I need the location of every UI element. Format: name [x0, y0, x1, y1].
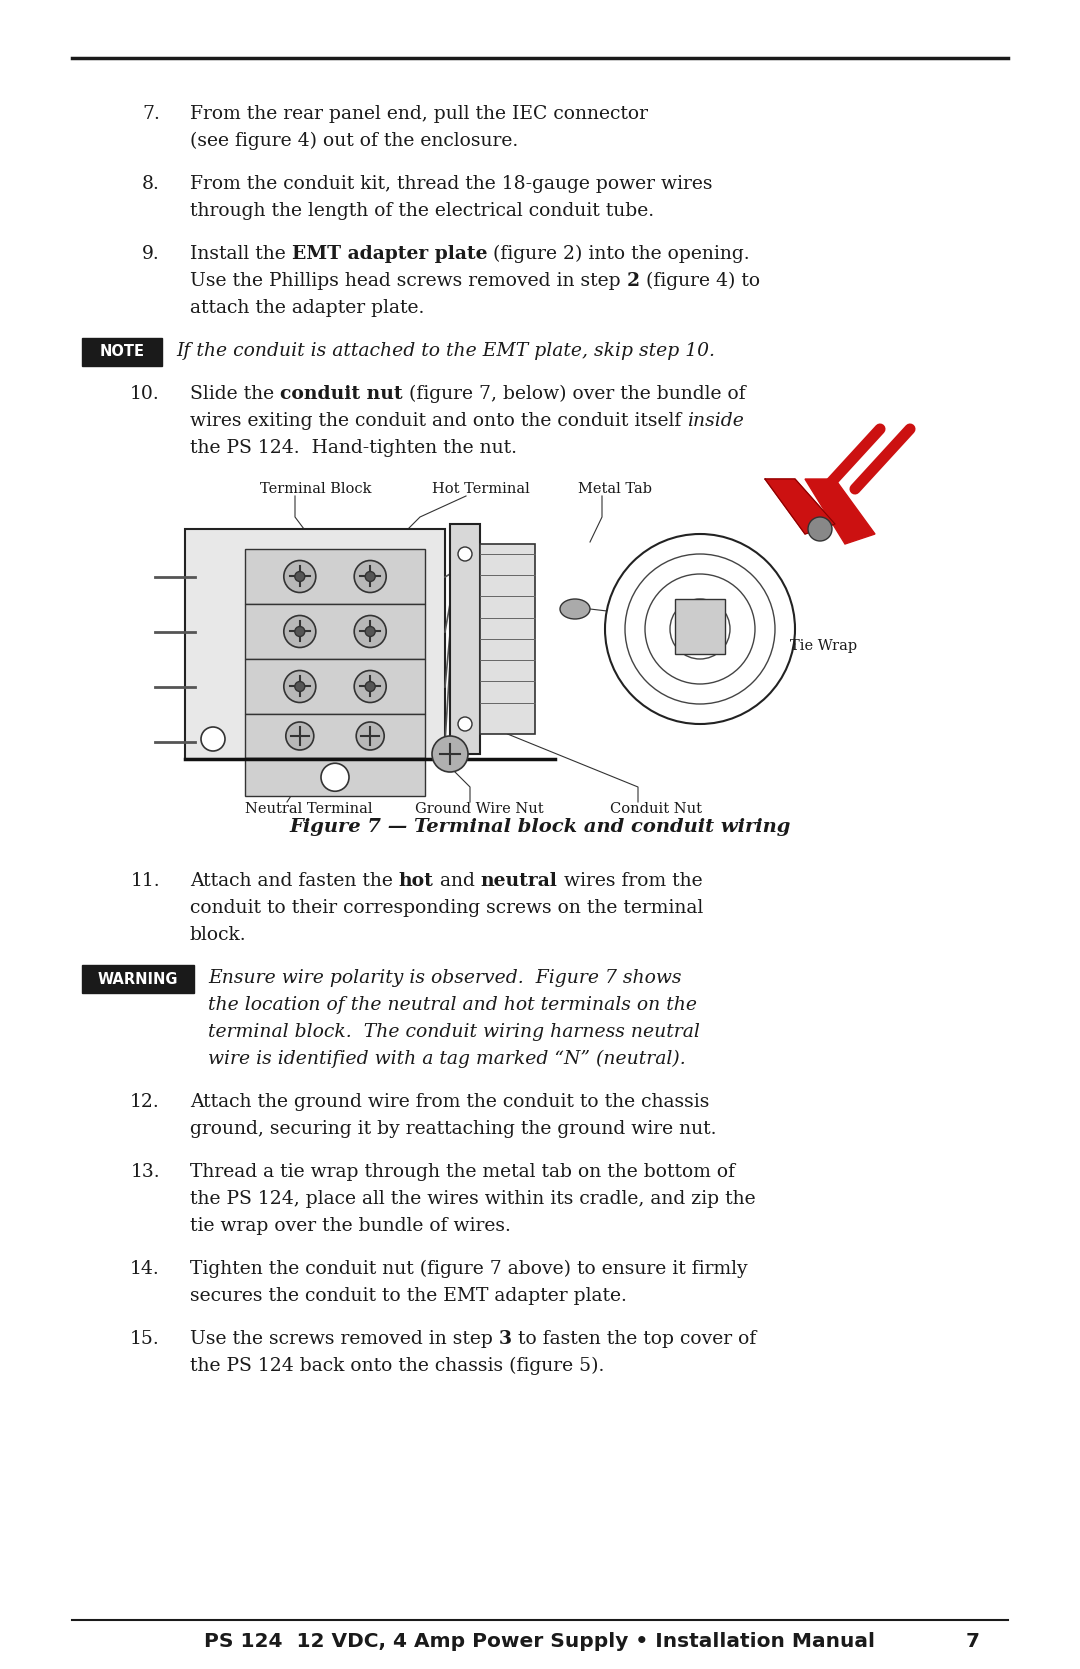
Text: (figure 7, below) over the bundle of: (figure 7, below) over the bundle of [403, 386, 745, 404]
Text: Use the Phillips head screws removed in step: Use the Phillips head screws removed in … [190, 272, 626, 290]
Text: ground, securing it by reattaching the ground wire nut.: ground, securing it by reattaching the g… [190, 1120, 716, 1138]
Circle shape [432, 736, 468, 773]
Text: EMT adapter plate: EMT adapter plate [292, 245, 487, 264]
Text: NOTE: NOTE [99, 344, 145, 359]
Bar [82, 339, 162, 366]
Bar [480, 544, 535, 734]
Text: wires from the: wires from the [557, 871, 702, 890]
Bar [245, 604, 426, 659]
Polygon shape [765, 479, 835, 534]
Bar [245, 659, 426, 714]
Circle shape [365, 571, 375, 581]
Text: 9.: 9. [143, 245, 160, 264]
Text: Tighten the conduit nut (figure 7 above) to ensure it firmly: Tighten the conduit nut (figure 7 above)… [190, 1260, 747, 1278]
Text: WARNING: WARNING [98, 971, 178, 986]
Text: Neutral Terminal: Neutral Terminal [245, 803, 373, 816]
Text: neutral: neutral [481, 871, 557, 890]
Text: If the conduit is attached to the EMT plate, skip step 10.: If the conduit is attached to the EMT pl… [176, 342, 715, 361]
Text: attach the adapter plate.: attach the adapter plate. [190, 299, 424, 317]
Text: Use the screws removed in step: Use the screws removed in step [190, 1330, 499, 1349]
Circle shape [284, 671, 315, 703]
Circle shape [295, 571, 305, 581]
Text: block.: block. [190, 926, 246, 945]
Circle shape [295, 681, 305, 691]
Text: the PS 124, place all the wires within its cradle, and zip the: the PS 124, place all the wires within i… [190, 1190, 756, 1208]
Text: 14.: 14. [131, 1260, 160, 1278]
Bar [450, 524, 480, 754]
Text: (figure 2) into the opening.: (figure 2) into the opening. [487, 245, 750, 264]
Circle shape [284, 561, 315, 592]
Bar [245, 758, 426, 796]
Text: 10.: 10. [131, 386, 160, 402]
Text: PS 124  12 VDC, 4 Amp Power Supply • Installation Manual: PS 124 12 VDC, 4 Amp Power Supply • Inst… [204, 1632, 876, 1651]
Text: to fasten the top cover of: to fasten the top cover of [512, 1330, 756, 1349]
Bar [675, 599, 725, 654]
Ellipse shape [561, 599, 590, 619]
Text: Ensure wire polarity is observed.  Figure 7 shows: Ensure wire polarity is observed. Figure… [208, 970, 681, 986]
Text: Metal Tab: Metal Tab [578, 482, 652, 496]
Circle shape [365, 626, 375, 636]
Text: 12.: 12. [131, 1093, 160, 1112]
Circle shape [295, 626, 305, 636]
Text: wires exiting the conduit and onto the conduit itself: wires exiting the conduit and onto the c… [190, 412, 687, 431]
Text: Install the: Install the [190, 245, 292, 264]
Text: tie wrap over the bundle of wires.: tie wrap over the bundle of wires. [190, 1217, 511, 1235]
Text: 11.: 11. [131, 871, 160, 890]
Text: 15.: 15. [131, 1330, 160, 1349]
Text: the PS 124.  Hand-tighten the nut.: the PS 124. Hand-tighten the nut. [190, 439, 517, 457]
Text: Conduit Nut: Conduit Nut [610, 803, 702, 816]
Circle shape [356, 723, 384, 749]
Text: 7: 7 [966, 1632, 980, 1651]
Text: and: and [434, 871, 481, 890]
Circle shape [458, 547, 472, 561]
Polygon shape [805, 479, 875, 544]
Circle shape [321, 763, 349, 791]
Text: Thread a tie wrap through the metal tab on the bottom of: Thread a tie wrap through the metal tab … [190, 1163, 735, 1182]
Text: Attach and fasten the: Attach and fasten the [190, 871, 399, 890]
Circle shape [354, 561, 387, 592]
Text: Attach the ground wire from the conduit to the chassis: Attach the ground wire from the conduit … [190, 1093, 710, 1112]
Text: 2: 2 [626, 272, 639, 290]
Text: 3: 3 [499, 1330, 512, 1349]
Text: Tie Wrap: Tie Wrap [789, 639, 858, 653]
Text: From the rear panel end, pull the IEC connector: From the rear panel end, pull the IEC co… [190, 105, 648, 124]
Text: From the conduit kit, thread the 18-gauge power wires: From the conduit kit, thread the 18-gaug… [190, 175, 713, 194]
Text: 13.: 13. [131, 1163, 160, 1182]
Text: 7.: 7. [143, 105, 160, 124]
Circle shape [354, 671, 387, 703]
Text: Hot Terminal: Hot Terminal [432, 482, 530, 496]
Circle shape [808, 517, 832, 541]
Circle shape [354, 616, 387, 648]
Circle shape [286, 723, 314, 749]
Bar [245, 714, 426, 758]
Text: conduit nut: conduit nut [280, 386, 403, 402]
Text: Slide the: Slide the [190, 386, 280, 402]
Text: secures the conduit to the EMT adapter plate.: secures the conduit to the EMT adapter p… [190, 1287, 626, 1305]
Text: through the length of the electrical conduit tube.: through the length of the electrical con… [190, 202, 654, 220]
Circle shape [365, 681, 375, 691]
Text: Figure 7 — Terminal block and conduit wiring: Figure 7 — Terminal block and conduit wi… [289, 818, 791, 836]
Text: hot: hot [399, 871, 434, 890]
Text: Ground Wire Nut: Ground Wire Nut [415, 803, 543, 816]
Text: the PS 124 back onto the chassis (figure 5).: the PS 124 back onto the chassis (figure… [190, 1357, 605, 1375]
Circle shape [284, 616, 315, 648]
Text: terminal block.  The conduit wiring harness neutral: terminal block. The conduit wiring harne… [208, 1023, 700, 1041]
Text: (figure 4) to: (figure 4) to [639, 272, 759, 290]
Bar [245, 549, 426, 604]
Text: wire is identified with a tag marked “N” (neutral).: wire is identified with a tag marked “N”… [208, 1050, 686, 1068]
Bar [82, 965, 194, 993]
Text: (see figure 4) out of the enclosure.: (see figure 4) out of the enclosure. [190, 132, 518, 150]
Text: inside: inside [687, 412, 744, 431]
Text: Terminal Block: Terminal Block [260, 482, 372, 496]
Text: the location of the neutral and hot terminals on the: the location of the neutral and hot term… [208, 996, 697, 1015]
Text: 8.: 8. [143, 175, 160, 194]
Circle shape [605, 534, 795, 724]
Circle shape [458, 718, 472, 731]
Circle shape [201, 728, 225, 751]
Text: conduit to their corresponding screws on the terminal: conduit to their corresponding screws on… [190, 900, 703, 916]
Bar [185, 529, 445, 759]
